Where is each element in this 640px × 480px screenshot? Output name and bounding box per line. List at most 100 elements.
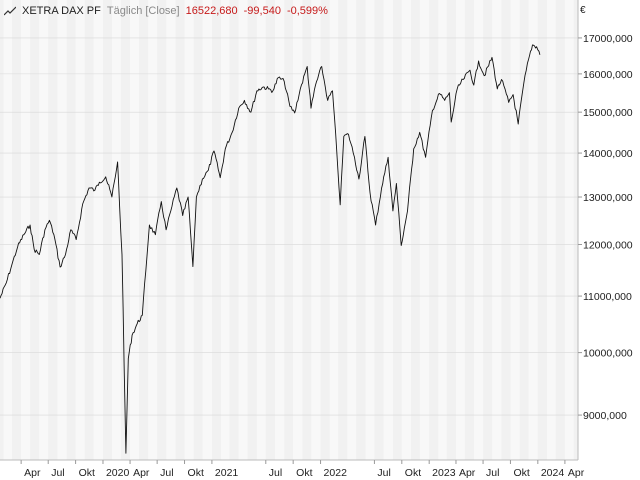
- month-band: [483, 0, 493, 460]
- month-bands: [0, 0, 578, 460]
- month-band: [102, 0, 113, 460]
- x-tick-label: Okt: [405, 467, 421, 479]
- month-band: [392, 0, 402, 460]
- month-band: [130, 0, 139, 460]
- x-tick-label: Okt: [79, 467, 95, 479]
- x-tick-label: Apr: [24, 467, 41, 479]
- month-band: [84, 0, 94, 460]
- month-band: [356, 0, 366, 460]
- month-band: [302, 0, 312, 460]
- month-band: [492, 0, 502, 460]
- month-band: [555, 0, 565, 460]
- month-band: [120, 0, 131, 460]
- month-band: [284, 0, 294, 460]
- x-tick-label: Apr: [568, 467, 585, 479]
- month-band: [564, 0, 574, 460]
- month-band: [30, 0, 40, 460]
- month-band: [112, 0, 121, 460]
- month-band: [166, 0, 176, 460]
- x-tick-label: Jul: [377, 467, 390, 479]
- y-tick-label: 12000,000: [583, 239, 633, 251]
- y-tick-label: 10000,000: [583, 348, 633, 360]
- month-band: [275, 0, 285, 460]
- y-tick-label: 9000,000: [583, 410, 627, 422]
- month-band: [347, 0, 357, 460]
- x-tick-label: 2023: [432, 467, 456, 479]
- month-band: [157, 0, 167, 460]
- chart-header: XETRA DAX PF Täglich [Close] 16522,680 -…: [4, 3, 328, 19]
- x-tick-label: Okt: [188, 467, 204, 479]
- month-band: [202, 0, 212, 460]
- month-band: [374, 0, 384, 460]
- month-band: [311, 0, 321, 460]
- month-band: [256, 0, 266, 460]
- x-tick-label: Jul: [51, 467, 64, 479]
- y-tick-label: 13000,000: [583, 192, 633, 204]
- month-band: [528, 0, 538, 460]
- month-band: [48, 0, 58, 460]
- month-band: [265, 0, 276, 460]
- x-tick-label: Apr: [459, 467, 476, 479]
- y-tick-label: 14000,000: [583, 148, 633, 160]
- y-tick-label: 15000,000: [583, 107, 633, 119]
- month-band: [21, 0, 31, 460]
- month-band: [39, 0, 49, 460]
- month-band: [446, 0, 456, 460]
- month-band: [3, 0, 12, 460]
- month-band: [329, 0, 339, 460]
- grid-lines: [0, 37, 578, 416]
- month-band: [93, 0, 103, 460]
- change-percent: -0,599%: [286, 5, 328, 17]
- x-tick-label: 2021: [215, 467, 239, 479]
- month-band: [320, 0, 330, 460]
- x-tick-label: Okt: [513, 467, 529, 479]
- month-band: [238, 0, 248, 460]
- month-band: [11, 0, 22, 460]
- month-band: [229, 0, 239, 460]
- month-band: [247, 0, 257, 460]
- month-band: [573, 0, 578, 460]
- x-tick-label: Jul: [160, 467, 173, 479]
- month-band: [57, 0, 67, 460]
- x-tick-label: Apr: [133, 467, 150, 479]
- month-band: [429, 0, 439, 460]
- price-line[interactable]: [0, 44, 541, 454]
- month-band: [338, 0, 348, 460]
- x-tick-label: 2020: [106, 467, 130, 479]
- month-band: [510, 0, 520, 460]
- month-band: [519, 0, 529, 460]
- month-band: [221, 0, 230, 460]
- x-axis-labels: Apr Jul Okt 2020 Apr Jul Okt 2021 Jul Okt 2022 Jul O…: [20, 460, 585, 479]
- month-band: [438, 0, 447, 460]
- month-band: [138, 0, 149, 460]
- month-band: [383, 0, 393, 460]
- month-band: [474, 0, 484, 460]
- line-chart-icon: [4, 6, 16, 16]
- y-tick-label: 16000,000: [583, 69, 633, 81]
- month-band: [537, 0, 548, 460]
- month-band: [547, 0, 556, 460]
- x-tick-label: 2024: [541, 467, 565, 479]
- x-tick-label: Jul: [269, 467, 282, 479]
- period-selector[interactable]: Täglich [Close]: [106, 5, 180, 17]
- month-band: [411, 0, 420, 460]
- instrument-name[interactable]: XETRA DAX PF: [22, 5, 101, 17]
- month-band: [455, 0, 465, 460]
- y-axis-labels: 9000,000 10000,000 11000,000 12000,000 13000…: [578, 33, 633, 422]
- month-band: [501, 0, 511, 460]
- month-band: [293, 0, 303, 460]
- currency-symbol: €: [580, 5, 586, 16]
- month-band: [365, 0, 375, 460]
- month-band: [419, 0, 430, 460]
- month-band: [401, 0, 412, 460]
- last-value: 16522,680: [185, 5, 238, 17]
- month-band: [0, 0, 4, 460]
- y-tick-label: 17000,000: [583, 33, 633, 45]
- x-tick-label: Jul: [486, 467, 499, 479]
- month-band: [175, 0, 185, 460]
- change-absolute: -99,540: [243, 5, 281, 17]
- x-tick-label: 2022: [324, 467, 348, 479]
- x-tick-label: Okt: [296, 467, 312, 479]
- month-band: [193, 0, 203, 460]
